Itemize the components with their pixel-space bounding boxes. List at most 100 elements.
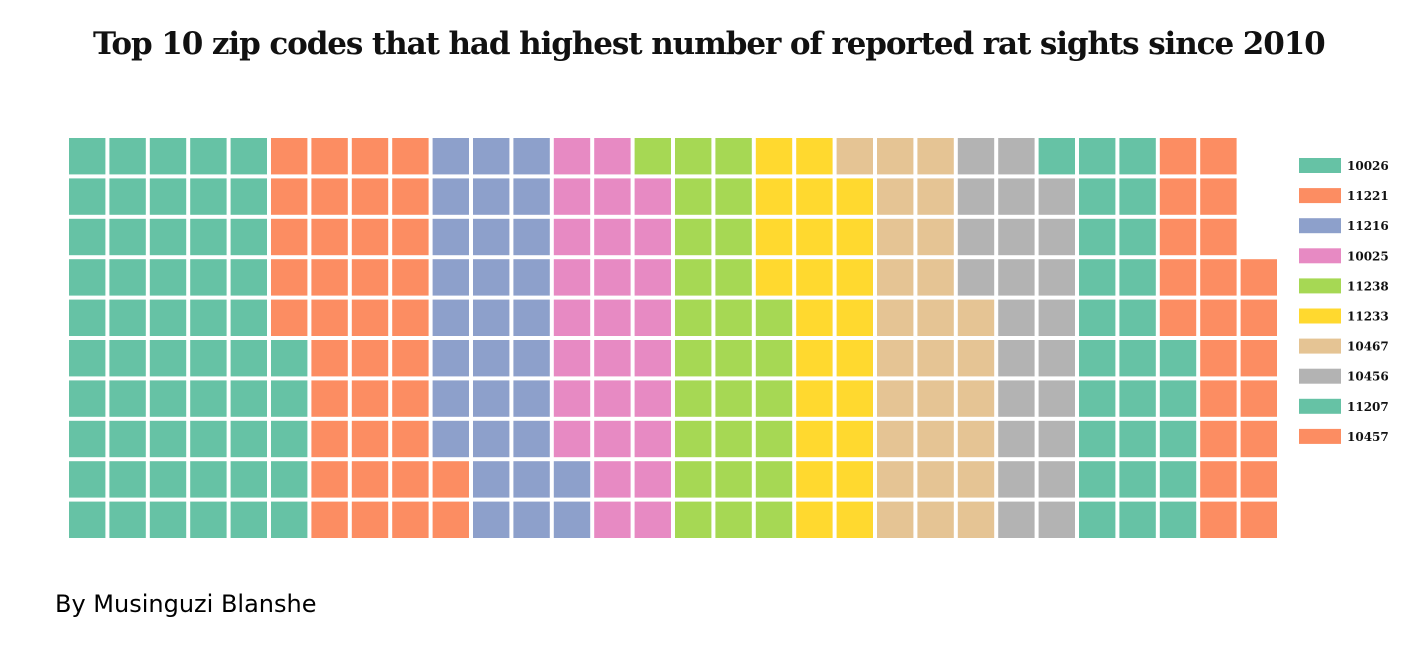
waffle-cell-11207 [1079,218,1116,256]
waffle-cell-10026 [271,380,308,417]
waffle-cell-11233 [836,259,873,296]
legend-label-11238: 11238 [1347,279,1389,293]
waffle-cell-10456 [957,178,995,215]
waffle-cell-11221 [271,178,308,215]
waffle-cell-10467 [917,340,954,377]
legend-label-10026: 10026 [1347,159,1389,173]
legend-label-10457: 10457 [1347,430,1389,444]
waffle-cell-11207 [1079,178,1116,215]
waffle-cell-10025 [594,299,631,336]
waffle-cell-11216 [513,420,550,458]
waffle-cell-11221 [271,138,308,175]
waffle-cell-11216 [513,380,550,417]
waffle-cell-11233 [836,501,873,538]
waffle-cell-11221 [351,178,389,215]
waffle-cell-11221 [351,420,389,458]
waffle-cell-11221 [392,259,429,296]
waffle-cell-10026 [69,461,106,498]
waffle-cell-10026 [190,501,227,538]
waffle-cell-10456 [1038,259,1075,296]
waffle-cell-10457 [1159,218,1197,256]
waffle-cell-11216 [473,340,510,377]
waffle-cell-11233 [836,178,873,215]
waffle-cell-10025 [594,178,631,215]
waffle-cell-10026 [149,501,187,538]
waffle-cell-10467 [877,420,914,458]
waffle-cell-10026 [230,420,267,458]
waffle-cell-11221 [351,461,389,498]
waffle-cell-10467 [957,380,995,417]
waffle-cell-11216 [432,218,469,256]
waffle-cell-10025 [553,178,591,215]
waffle-cell-10467 [877,178,914,215]
legend-swatch-11238 [1299,278,1341,294]
waffle-cell-10025 [634,178,671,215]
waffle-cell-11233 [836,461,873,498]
waffle-cell-11216 [473,380,510,417]
waffle-cell-10467 [917,380,954,417]
waffle-cell-10467 [877,299,914,336]
waffle-cell-11216 [473,420,510,458]
waffle-cell-10026 [109,461,146,498]
waffle-cell-11238 [715,420,752,458]
waffle-cell-10026 [69,501,106,538]
waffle-cell-11207 [1159,420,1197,458]
waffle-cell-10026 [190,138,227,175]
waffle-cell-10467 [877,340,914,377]
waffle-cell-11216 [432,138,469,175]
legend-swatch-11207 [1299,398,1341,414]
waffle-cell-10467 [957,340,995,377]
waffle-cell-10456 [998,380,1035,417]
waffle-cell-10457 [1200,420,1237,458]
waffle-cell-11207 [1119,218,1156,256]
waffle-cell-10456 [1038,299,1075,336]
waffle-cell-11207 [1119,380,1156,417]
waffle-cell-10457 [1240,259,1277,296]
waffle-cell-10026 [149,178,187,215]
waffle-cell-11221 [311,218,348,256]
waffle-cell-10457 [1159,138,1197,175]
waffle-cell-11216 [553,501,591,538]
waffle-cell-11238 [715,218,752,256]
waffle-cell-11221 [392,178,429,215]
waffle-cell-11221 [392,299,429,336]
waffle-cell-11233 [755,218,793,256]
waffle-cell-10026 [230,340,267,377]
waffle-cell-10457 [1200,178,1237,215]
waffle-cell-11207 [1079,259,1116,296]
waffle-cell-10467 [917,259,954,296]
waffle-cell-10456 [1038,178,1075,215]
waffle-cell-11207 [1119,299,1156,336]
waffle-cell-11238 [755,340,793,377]
waffle-cell-10467 [957,501,995,538]
waffle-cell-10457 [1200,461,1237,498]
waffle-cell-11238 [755,501,793,538]
waffle-cell-10456 [957,218,995,256]
waffle-cell-11216 [513,299,550,336]
waffle-cell-11207 [1119,461,1156,498]
waffle-cell-10026 [230,178,267,215]
legend: 10026 11221 11216 10025 11238 11233 10467 10456… [1299,158,1389,444]
waffle-cell-11207 [1038,138,1075,175]
waffle-cell-11207 [1079,420,1116,458]
waffle-cell-10025 [594,218,631,256]
waffle-cell-10025 [594,259,631,296]
waffle-cell-11216 [513,178,550,215]
waffle-cell-11233 [796,259,833,296]
legend-swatch-10467 [1299,338,1341,354]
waffle-cell-11221 [392,461,429,498]
waffle-cell-10456 [998,138,1035,175]
waffle-cell-11238 [715,259,752,296]
waffle-cell-10456 [1038,461,1075,498]
waffle-cells [69,138,1277,538]
waffle-cell-10026 [190,259,227,296]
waffle-cell-10456 [998,461,1035,498]
waffle-cell-10457 [1240,380,1277,417]
waffle-cell-11238 [755,420,793,458]
waffle-chart: 10026 11221 11216 10025 11238 11233 10467 10456… [69,138,1389,538]
waffle-cell-10026 [149,218,187,256]
waffle-cell-10025 [594,138,631,175]
waffle-cell-10467 [917,218,954,256]
waffle-cell-10026 [109,501,146,538]
legend-label-10025: 10025 [1347,249,1389,263]
